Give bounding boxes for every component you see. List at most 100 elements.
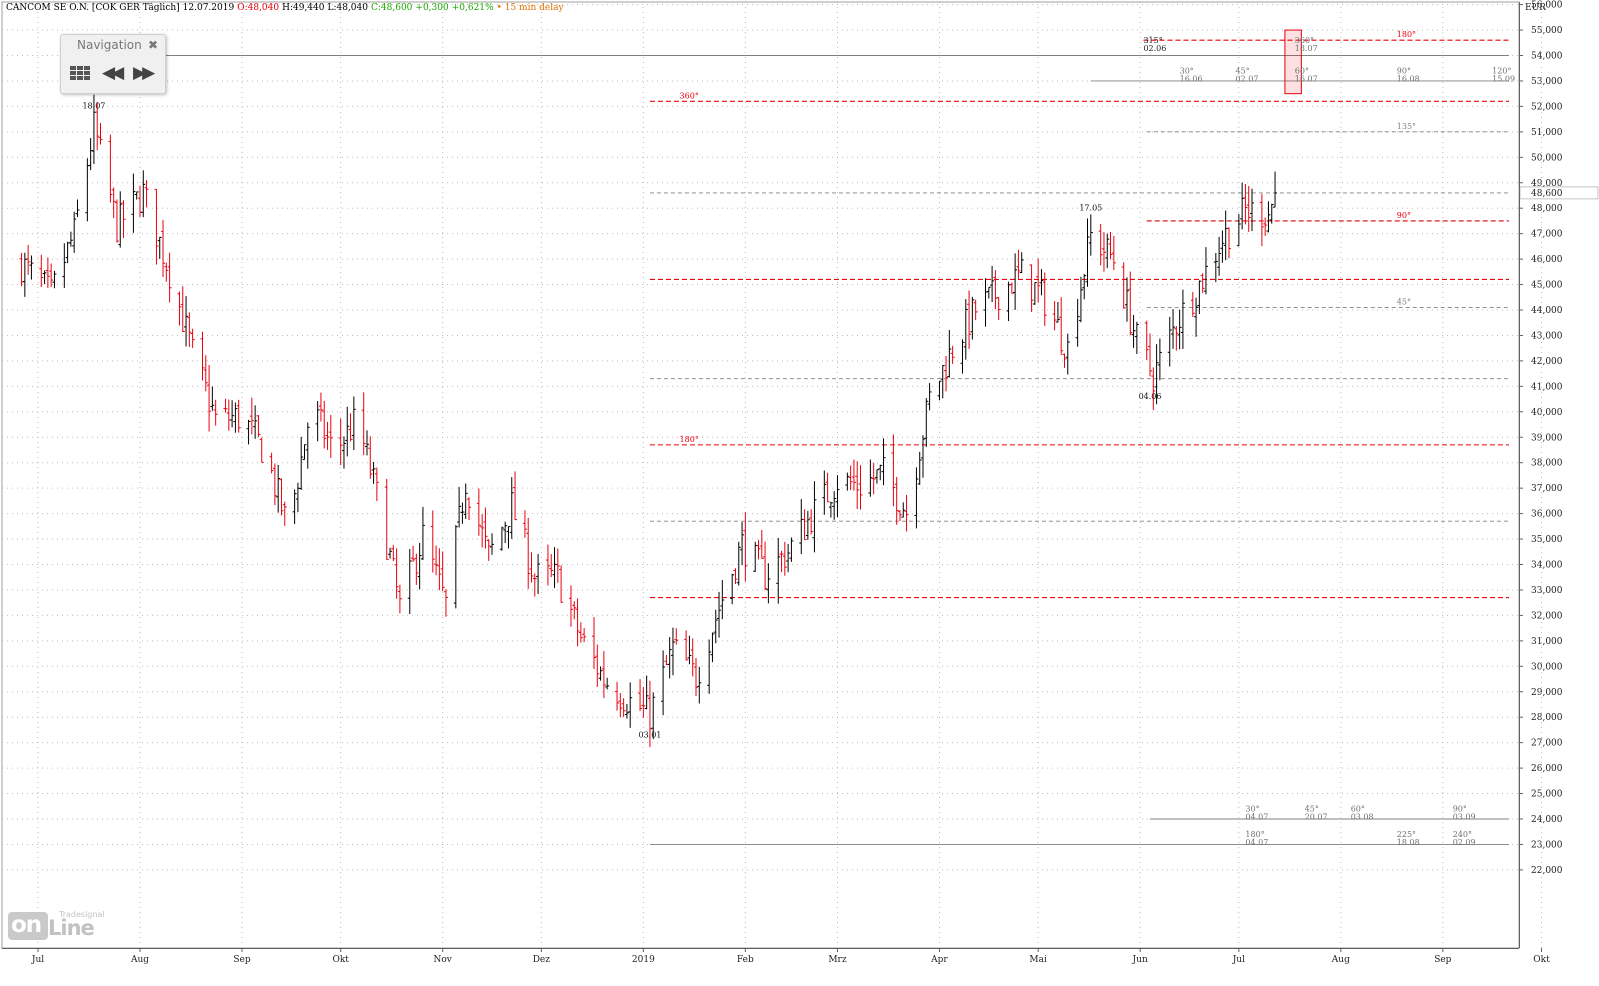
x-tick-label: Mai bbox=[1029, 955, 1047, 965]
time-date-label: 02.06 bbox=[1143, 44, 1166, 53]
y-tick-label: 52,000 bbox=[1531, 102, 1563, 112]
y-tick-label: 33,000 bbox=[1531, 586, 1563, 596]
y-tick-label: 47,000 bbox=[1531, 230, 1563, 240]
time-angle-label: 90° bbox=[1453, 804, 1467, 813]
logo-sub-text: Tradesignal bbox=[59, 910, 105, 919]
y-tick-label: 30,000 bbox=[1531, 662, 1563, 672]
x-tick-label: Aug bbox=[1331, 955, 1350, 965]
low-value: L:48,040 bbox=[327, 3, 368, 13]
level-angle-label: 180° bbox=[680, 435, 699, 444]
high-value: H:49,440 bbox=[282, 3, 325, 13]
time-angle-label: 45° bbox=[1305, 804, 1319, 813]
pivot-date-label: 03.01 bbox=[638, 730, 661, 739]
time-date-label: 18.07 bbox=[1295, 44, 1318, 53]
y-tick-label: 34,000 bbox=[1531, 561, 1563, 571]
x-tick-label: Okt bbox=[1533, 955, 1550, 965]
y-tick-label: 25,000 bbox=[1531, 790, 1563, 800]
y-tick-label: 49,000 bbox=[1531, 179, 1563, 189]
y-tick-label: 54,000 bbox=[1531, 52, 1563, 62]
y-tick-label: 41,000 bbox=[1531, 382, 1563, 392]
y-tick-label: 23,000 bbox=[1531, 840, 1563, 850]
y-tick-label: 29,000 bbox=[1531, 688, 1563, 698]
time-date-label: 16.06 bbox=[1180, 74, 1203, 83]
time-angle-label: 60° bbox=[1295, 66, 1309, 75]
delay-note: • 15 min delay bbox=[496, 3, 564, 13]
y-tick-label: 48,000 bbox=[1531, 204, 1563, 214]
y-tick-label: 56,000 bbox=[1531, 1, 1563, 11]
x-tick-label: Jul bbox=[31, 955, 44, 965]
time-date-label: 04.07 bbox=[1245, 838, 1268, 847]
x-tick-label: Jun bbox=[1132, 955, 1148, 965]
level-angle-label: 135° bbox=[1397, 122, 1416, 131]
y-tick-label: 38,000 bbox=[1531, 459, 1563, 469]
time-date-label: 04.07 bbox=[1245, 812, 1268, 821]
level-angle-label: 90° bbox=[1397, 211, 1411, 220]
level-angle-label: 360° bbox=[680, 91, 699, 100]
time-date-label: 02.07 bbox=[1236, 74, 1259, 83]
time-date-label: 03.08 bbox=[1351, 812, 1374, 821]
y-tick-label: 40,000 bbox=[1531, 408, 1563, 418]
open-value: O:48,040 bbox=[237, 3, 280, 13]
x-tick-label: Sep bbox=[233, 955, 250, 965]
y-tick-label: 26,000 bbox=[1531, 764, 1563, 774]
grid-icon[interactable] bbox=[70, 63, 92, 83]
close-value: C:48,600 bbox=[370, 3, 413, 13]
time-date-label: 02.09 bbox=[1453, 838, 1476, 847]
logo-on-text: on bbox=[11, 912, 42, 938]
time-angle-label: 90° bbox=[1397, 66, 1411, 75]
y-tick-label: 46,000 bbox=[1531, 255, 1563, 265]
pivot-date-label: 17.05 bbox=[1079, 203, 1102, 212]
change-value: +0,300 bbox=[415, 3, 449, 13]
time-angle-label: 360° bbox=[1295, 36, 1314, 45]
x-tick-label: Okt bbox=[332, 955, 349, 965]
y-tick-label: 35,000 bbox=[1531, 535, 1563, 545]
time-angle-label: 60° bbox=[1351, 804, 1365, 813]
time-angle-label: 120° bbox=[1492, 66, 1511, 75]
time-angle-label: 225° bbox=[1397, 830, 1416, 839]
level-angle-label: 45° bbox=[1397, 297, 1411, 306]
change-percent: +0,621% bbox=[451, 3, 494, 13]
time-date-label: 03.09 bbox=[1453, 812, 1476, 821]
x-tick-label: Apr bbox=[930, 955, 948, 965]
x-tick-label: Jul bbox=[1232, 955, 1245, 965]
time-date-label: 20.07 bbox=[1305, 812, 1328, 821]
y-tick-label: 31,000 bbox=[1531, 637, 1563, 647]
fast-forward-icon[interactable]: ▶▶ bbox=[133, 63, 155, 83]
y-axis-line bbox=[1519, 2, 1520, 948]
rewind-icon[interactable]: ◀◀ bbox=[102, 63, 124, 83]
x-tick-label: Feb bbox=[737, 955, 754, 965]
y-tick-label: 51,000 bbox=[1531, 128, 1563, 138]
y-tick-label: 24,000 bbox=[1531, 815, 1563, 825]
last-price-box bbox=[1519, 186, 1599, 200]
y-tick-label: 27,000 bbox=[1531, 739, 1563, 749]
y-tick-label: 28,000 bbox=[1531, 713, 1563, 723]
time-date-label: 18.08 bbox=[1397, 838, 1420, 847]
x-tick-label: Mrz bbox=[828, 955, 847, 965]
time-angle-label: 315° bbox=[1143, 36, 1162, 45]
y-tick-label: 22,000 bbox=[1531, 866, 1563, 876]
level-angle-label: 180° bbox=[1397, 30, 1416, 39]
pivot-date-label: 04.06 bbox=[1139, 392, 1162, 401]
time-date-label: 16.08 bbox=[1397, 74, 1420, 83]
time-date-label: 15.09 bbox=[1492, 74, 1515, 83]
plot-frame bbox=[1, 1, 1520, 949]
y-tick-label: 44,000 bbox=[1531, 306, 1563, 316]
tradesignal-online-logo: on Line Tradesignal bbox=[8, 910, 106, 944]
time-highlight-box bbox=[1284, 29, 1302, 95]
x-tick-label: Nov bbox=[433, 955, 452, 965]
y-tick-label: 45,000 bbox=[1531, 281, 1563, 291]
y-tick-label: 50,000 bbox=[1531, 153, 1563, 163]
last-price-label: 48,600 bbox=[1531, 189, 1563, 199]
x-tick-label: Sep bbox=[1434, 955, 1451, 965]
close-icon[interactable]: ✖ bbox=[147, 38, 158, 52]
logo-badge bbox=[8, 912, 48, 940]
y-tick-label: 32,000 bbox=[1531, 611, 1563, 621]
time-angle-label: 240° bbox=[1453, 830, 1472, 839]
navigation-panel[interactable]: Navigation ✖ ◀◀ ▶▶ bbox=[60, 34, 166, 94]
x-tick-label: Dez bbox=[533, 955, 551, 965]
time-angle-label: 30° bbox=[1245, 804, 1259, 813]
y-tick-label: 42,000 bbox=[1531, 357, 1563, 367]
y-tick-label: 39,000 bbox=[1531, 433, 1563, 443]
